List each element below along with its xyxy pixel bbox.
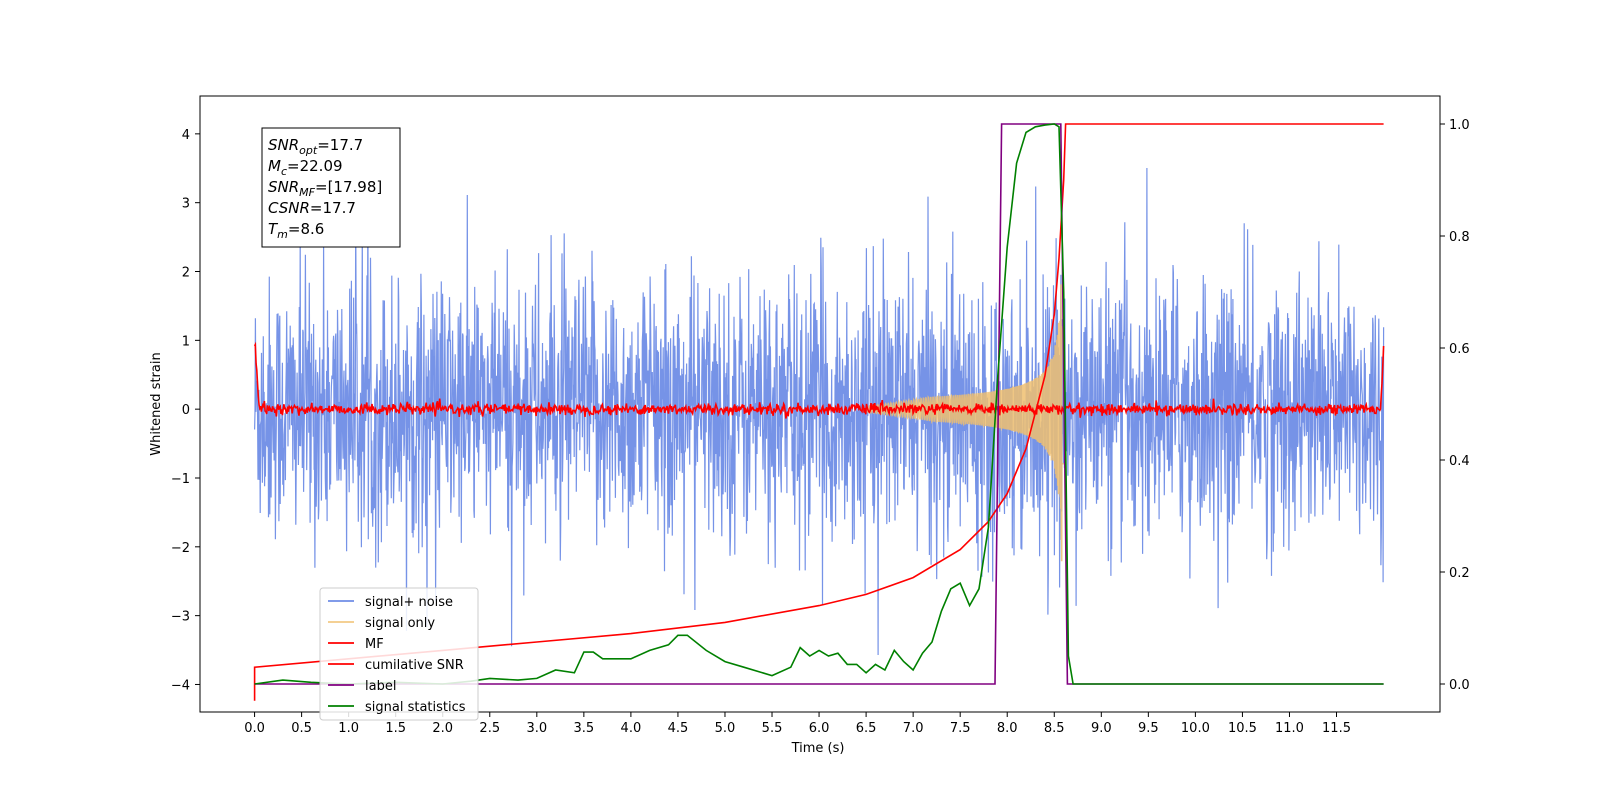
y-axis-label: Whitened strain xyxy=(149,352,164,455)
legend-entry: signal only xyxy=(365,616,435,631)
legend-entry: MF xyxy=(365,637,384,652)
series-line-mf xyxy=(253,341,1385,419)
y-tick-label: 2 xyxy=(182,266,190,281)
x-tick-label: 8.0 xyxy=(997,721,1018,736)
annotation-var: M xyxy=(268,157,281,175)
x-tick-label: 11.0 xyxy=(1275,721,1304,736)
x-tick-label: 1.5 xyxy=(385,721,406,736)
y-tick-label: −4 xyxy=(171,678,190,693)
legend-frame xyxy=(319,587,479,721)
annotation-line: SNRopt=17.7 xyxy=(268,136,363,157)
legend-entry: signal statistics xyxy=(365,700,466,715)
x-tick-label: 8.5 xyxy=(1044,721,1065,736)
legend: signal+ noise signal only MF cumilative SNR… xyxy=(319,587,479,721)
y2-tick-label: 0.6 xyxy=(1449,342,1470,357)
x-tick-label: 0.0 xyxy=(244,721,265,736)
x-tick-label: 6.5 xyxy=(856,721,877,736)
annotation-value: =17.7 xyxy=(310,199,356,217)
annotation-line: SNRMF=[17.98] xyxy=(268,178,382,199)
y-tick-label: 4 xyxy=(182,128,190,143)
annotation-sub: c xyxy=(281,165,287,178)
plot-frame xyxy=(199,95,1441,713)
y-axis-right: 0.0 0.2 0.4 0.6 0.8 1.0 xyxy=(1440,118,1470,693)
legend-entry: signal+ noise xyxy=(365,595,453,610)
x-tick-label: 11.5 xyxy=(1322,721,1351,736)
y2-tick-label: 0.2 xyxy=(1449,566,1470,581)
x-tick-label: 0.5 xyxy=(291,721,312,736)
annotation-value: =[17.98] xyxy=(315,178,382,196)
annotation-value: =22.09 xyxy=(287,157,343,175)
annotation-var: T xyxy=(268,220,279,238)
x-tick-label: 9.0 xyxy=(1091,721,1112,736)
x-axis-label: Time (s) xyxy=(791,741,845,756)
annotation-line: Tm=8.6 xyxy=(268,220,324,241)
y-tick-label: 0 xyxy=(182,403,190,418)
annotation-sub: opt xyxy=(299,144,318,157)
y-tick-label: −1 xyxy=(171,472,190,487)
x-tick-label: 7.5 xyxy=(950,721,971,736)
y-tick-label: 3 xyxy=(182,197,190,212)
x-tick-label: 4.5 xyxy=(668,721,689,736)
y-tick-label: −3 xyxy=(171,610,190,625)
x-tick-label: 2.5 xyxy=(479,721,500,736)
x-tick-label: 6.0 xyxy=(809,721,830,736)
legend-entry: cumilative SNR xyxy=(365,658,464,673)
series-line-signal-statistics xyxy=(254,123,1384,685)
annotation-box: SNRopt=17.7Mc=22.09SNRMF=[17.98]CSNR=17.… xyxy=(261,127,401,248)
y-axis-left: −4 −3 −2 −1 0 1 2 3 4 xyxy=(171,128,200,693)
x-tick-label: 3.5 xyxy=(574,721,595,736)
annotation-var: CSNR xyxy=(268,199,310,217)
x-tick-label: 5.0 xyxy=(715,721,736,736)
y-tick-label: −2 xyxy=(171,541,190,556)
series-line-signal-only xyxy=(865,284,1064,562)
x-tick-label: 2.0 xyxy=(432,721,453,736)
x-tick-label: 1.0 xyxy=(338,721,359,736)
x-tick-label: 10.5 xyxy=(1228,721,1257,736)
annotation-line: CSNR=17.7 xyxy=(268,199,356,217)
annotation-sub: MF xyxy=(299,186,315,199)
y-tick-label: 1 xyxy=(182,334,190,349)
y2-tick-label: 0.0 xyxy=(1449,678,1470,693)
annotation-var: SNR xyxy=(268,136,299,154)
x-tick-label: 5.5 xyxy=(762,721,783,736)
legend-entry: label xyxy=(365,679,396,694)
x-axis: 0.0 0.5 1.0 1.5 2.0 2.5 3.0 3.5 4.0 4.5 5.0 5.5 6.0 6… xyxy=(244,712,1351,736)
annotation-value: =8.6 xyxy=(288,220,324,238)
x-tick-label: 10.0 xyxy=(1181,721,1210,736)
x-tick-label: 7.0 xyxy=(903,721,924,736)
x-tick-label: 9.5 xyxy=(1138,721,1159,736)
x-tick-label: 4.0 xyxy=(621,721,642,736)
annotation-sub: m xyxy=(277,228,288,241)
annotation-line: Mc=22.09 xyxy=(268,157,343,178)
y2-tick-label: 0.4 xyxy=(1449,454,1470,469)
y2-tick-label: 0.8 xyxy=(1449,230,1470,245)
series-line-signal-noise xyxy=(254,161,1385,656)
annotation-value: =17.7 xyxy=(317,136,363,154)
annotation-var: SNR xyxy=(268,178,299,196)
annotation-frame xyxy=(261,127,401,248)
y2-tick-label: 1.0 xyxy=(1449,118,1470,133)
x-tick-label: 3.0 xyxy=(526,721,547,736)
